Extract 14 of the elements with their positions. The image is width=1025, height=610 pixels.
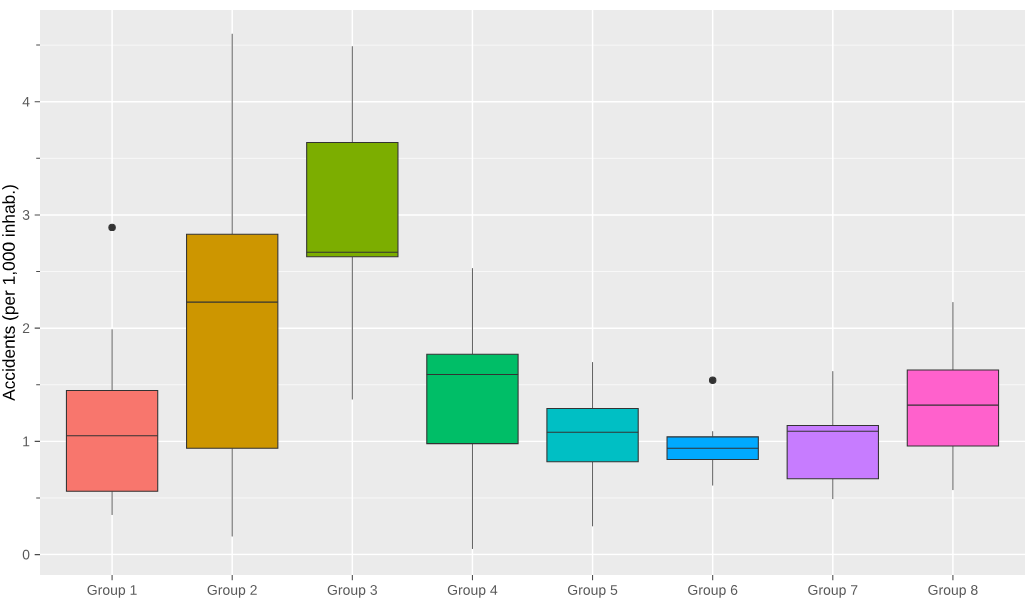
y-tick-label: 1 [23, 436, 30, 447]
x-tick-label: Group 8 [928, 585, 978, 598]
y-tick-label: 3 [22, 209, 30, 220]
y-tick-label: 4 [22, 96, 30, 107]
x-tick-label: Group 1 [87, 585, 137, 598]
y-tick-label: 0 [22, 549, 30, 560]
x-tick-label: Group 2 [207, 585, 257, 598]
x-tick-label: Group 3 [327, 585, 377, 598]
x-tick-label: Group 7 [808, 585, 858, 598]
x-tick-label: Group 5 [567, 585, 618, 598]
x-tick-label: Group 4 [447, 585, 498, 598]
x-tick-label: Group 6 [688, 585, 738, 598]
y-tick-label: 2 [22, 323, 30, 334]
y-axis-title: Accidents (per 1,000 inhab.) [2, 185, 19, 401]
